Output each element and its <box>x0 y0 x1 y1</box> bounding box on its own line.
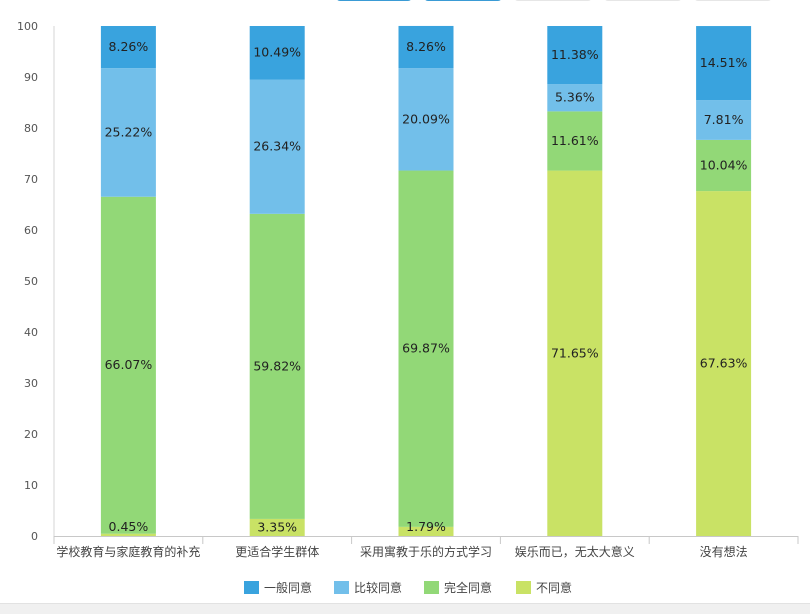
toolbar-tab[interactable] <box>514 0 592 1</box>
bar-segment <box>398 526 454 536</box>
data-label: 69.87% <box>402 341 450 356</box>
data-label: 14.51% <box>700 55 748 70</box>
x-tick-label: 娱乐而已，无太大意义 <box>515 544 635 559</box>
bar-segment <box>249 213 305 519</box>
toolbar-tab[interactable] <box>604 0 682 1</box>
bar-segment <box>249 79 305 214</box>
y-tick-label: 70 <box>24 173 38 186</box>
data-labels: 0.45% 66.07% 25.22% 8.26% 3.35% 59.82% 26.34% 1… <box>105 39 748 534</box>
data-label: 25.22% <box>105 124 153 139</box>
legend-swatch[interactable] <box>424 581 439 594</box>
x-axis: 学校教育与家庭教育的补充 更适合学生群体 采用寓教于乐的方式学习 娱乐而已，无太大意义… <box>53 536 799 559</box>
y-tick-label: 60 <box>24 224 38 237</box>
legend-swatch[interactable] <box>334 581 349 594</box>
data-label: 10.49% <box>253 45 301 60</box>
data-label: 0.45% <box>109 519 149 534</box>
y-tick-label: 30 <box>24 377 38 390</box>
bar-segment <box>547 26 603 85</box>
legend-swatch[interactable] <box>516 581 531 594</box>
legend-label[interactable]: 不同意 <box>536 580 572 595</box>
bar-segment <box>398 25 454 69</box>
toolbar-tab-active[interactable] <box>336 0 412 1</box>
legend-label[interactable]: 一般同意 <box>264 580 312 595</box>
data-label: 11.38% <box>551 47 599 62</box>
y-tick-label: 80 <box>24 122 38 135</box>
bar-segment <box>249 26 305 80</box>
data-label: 67.63% <box>700 356 748 371</box>
y-tick-label: 10 <box>24 479 38 492</box>
data-label: 5.36% <box>555 90 595 105</box>
data-label: 3.35% <box>257 519 297 534</box>
toolbar-tab[interactable] <box>694 0 772 1</box>
bar-segment <box>547 170 603 536</box>
bar-segment <box>696 100 752 140</box>
bar-segment <box>696 191 752 536</box>
legend-swatch[interactable] <box>244 581 259 594</box>
y-tick-label: 50 <box>24 275 38 288</box>
legend-label[interactable]: 比较同意 <box>354 580 402 595</box>
data-label: 8.26% <box>109 39 149 54</box>
y-tick-label: 100 <box>17 20 38 33</box>
bar-segment <box>100 26 156 69</box>
bar-segment <box>249 518 305 536</box>
bottom-strip <box>0 603 810 614</box>
legend-label[interactable]: 完全同意 <box>444 580 492 595</box>
bar-segment <box>100 533 156 536</box>
y-tick-label: 0 <box>31 530 38 543</box>
data-label: 59.82% <box>253 358 301 373</box>
data-label: 7.81% <box>704 112 744 127</box>
toolbar-tab[interactable] <box>424 0 502 1</box>
y-tick-label: 40 <box>24 326 38 339</box>
bar-segment <box>696 26 752 101</box>
bar-segment <box>398 170 454 527</box>
y-tick-label: 90 <box>24 71 38 84</box>
bar-segment <box>100 196 156 534</box>
x-tick-label: 学校教育与家庭教育的补充 <box>56 544 200 559</box>
data-label: 26.34% <box>253 139 301 154</box>
legend: 一般同意 比较同意 完全同意 不同意 <box>244 580 572 595</box>
x-tick-label: 没有想法 <box>700 544 748 559</box>
data-label: 20.09% <box>402 111 450 126</box>
data-label: 66.07% <box>105 357 153 372</box>
bar-segment <box>547 111 603 171</box>
data-label: 71.65% <box>551 345 599 360</box>
bar-segment <box>398 68 454 171</box>
data-label: 8.26% <box>406 39 446 54</box>
x-tick-label: 采用寓教于乐的方式学习 <box>360 544 492 559</box>
data-label: 10.04% <box>700 157 748 172</box>
bar-segment <box>696 139 752 192</box>
bar-segment <box>547 84 603 112</box>
bars <box>100 25 752 536</box>
y-tick-label: 20 <box>24 428 38 441</box>
x-tick-label: 更适合学生群体 <box>235 544 319 559</box>
data-label: 11.61% <box>551 133 599 148</box>
data-label: 1.79% <box>406 519 446 534</box>
y-axis: 0 10 20 30 40 50 60 70 80 90 100 <box>17 20 55 543</box>
bar-segment <box>100 68 156 197</box>
